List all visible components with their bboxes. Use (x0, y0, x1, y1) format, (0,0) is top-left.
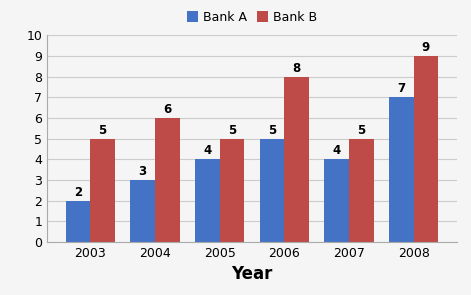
Bar (90, 139, 115, 242)
Bar (66, 201, 90, 242)
Bar (349, 139, 374, 242)
Text: 5: 5 (98, 124, 107, 137)
Bar (325, 159, 349, 242)
X-axis label: Year: Year (231, 265, 273, 283)
Legend: Bank A, Bank B: Bank A, Bank B (187, 11, 317, 24)
Bar (195, 159, 219, 242)
Text: 4: 4 (333, 144, 341, 157)
Text: 6: 6 (163, 103, 171, 116)
Bar (155, 118, 179, 242)
Text: 5: 5 (268, 124, 276, 137)
Text: 4: 4 (203, 144, 211, 157)
Bar (219, 139, 244, 242)
Text: 5: 5 (228, 124, 236, 137)
Text: 9: 9 (422, 41, 430, 54)
Bar (284, 77, 309, 242)
Bar (260, 139, 284, 242)
Text: 2: 2 (74, 186, 82, 199)
Text: 3: 3 (138, 165, 147, 178)
Bar (389, 97, 414, 242)
Text: 7: 7 (398, 82, 406, 95)
Bar (130, 180, 155, 242)
Text: 5: 5 (357, 124, 365, 137)
Bar (414, 56, 438, 242)
Text: 8: 8 (292, 62, 301, 75)
